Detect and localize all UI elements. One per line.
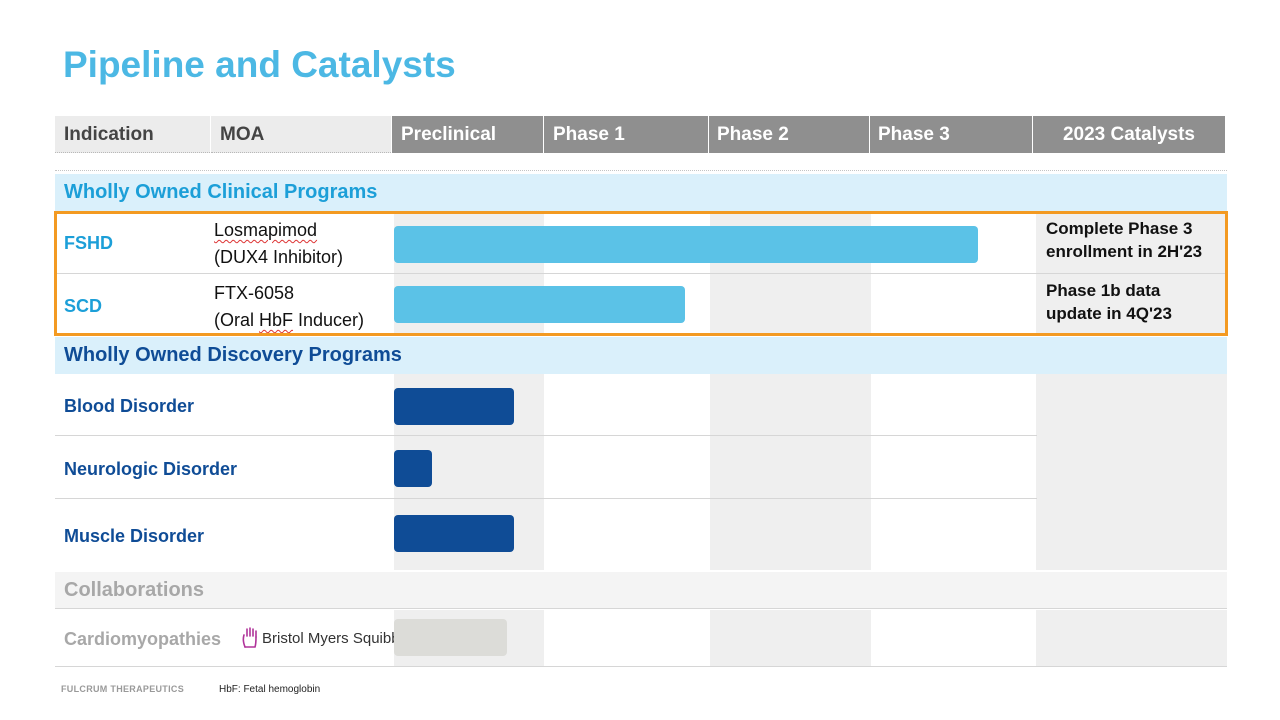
row-separator bbox=[55, 498, 1037, 499]
row-separator bbox=[55, 608, 1227, 609]
moa-losmapimod: Losmapimod (DUX4 Inhibitor) bbox=[214, 217, 343, 271]
header-phase-1: Phase 1 bbox=[553, 124, 625, 145]
indication-scd: SCD bbox=[64, 296, 103, 316]
moa-fshd-name: Losmapimod bbox=[214, 220, 318, 240]
section-collaborations: Collaborations bbox=[55, 572, 1227, 609]
catalyst-fshd-line1: Complete Phase 3 bbox=[1046, 219, 1193, 238]
header-phase3-cell: Phase 3 bbox=[870, 116, 1032, 153]
section-discovery-programs: Wholly Owned Discovery Programs bbox=[55, 337, 1227, 374]
indication-cardiomyopathies: Cardiomyopathies bbox=[64, 629, 222, 649]
header-catalysts: 2023 Catalysts bbox=[1062, 124, 1196, 145]
bar-cardiomyopathies bbox=[394, 619, 507, 656]
catalyst-scd-line1: Phase 1b data bbox=[1046, 281, 1161, 300]
header-indication-cell: Indication bbox=[55, 116, 210, 153]
phase2-column-shade-collab bbox=[710, 610, 871, 666]
indication-fshd: FSHD bbox=[64, 233, 113, 253]
header-catalysts-cell: 2023 Catalysts bbox=[1033, 116, 1225, 153]
indication-muscle-disorder: Muscle Disorder bbox=[64, 526, 205, 546]
row-separator bbox=[55, 435, 1037, 436]
header-phase1-cell: Phase 1 bbox=[544, 116, 708, 153]
moa-scd-name: FTX-6058 bbox=[214, 283, 295, 303]
header-preclinical-cell: Preclinical bbox=[392, 116, 543, 153]
header-moa: MOA bbox=[220, 124, 265, 145]
bar-scd bbox=[394, 286, 686, 323]
header-indication: Indication bbox=[64, 124, 154, 145]
catalyst-scd: Phase 1b data update in 4Q'23 bbox=[1046, 279, 1172, 325]
header-phase-2: Phase 2 bbox=[717, 124, 789, 145]
catalyst-scd-line2: update in 4Q'23 bbox=[1046, 304, 1172, 323]
catalysts-column-shade-collab bbox=[1036, 610, 1227, 666]
bar-neurologic-disorder bbox=[394, 450, 432, 487]
footer-company: FULCRUM THERAPEUTICS bbox=[61, 684, 184, 694]
indication-neurologic-disorder: Neurologic Disorder bbox=[64, 459, 238, 479]
header-preclinical: Preclinical bbox=[401, 124, 497, 145]
header-divider bbox=[55, 170, 1227, 171]
bar-muscle-disorder bbox=[394, 515, 514, 552]
row-separator bbox=[55, 666, 1227, 667]
bar-blood-disorder bbox=[394, 388, 514, 425]
bar-fshd bbox=[394, 226, 979, 263]
footer-note: HbF: Fetal hemoglobin bbox=[219, 684, 321, 695]
clinical-programs-highlight bbox=[54, 211, 1228, 336]
phase2-column-shade-discovery bbox=[710, 374, 871, 570]
partner-logo: Bristol Myers Squibb bbox=[242, 627, 400, 649]
moa-fshd-mechanism: (DUX4 Inhibitor) bbox=[214, 247, 344, 267]
header-phase2-cell: Phase 2 bbox=[709, 116, 869, 153]
catalysts-column-shade-discovery bbox=[1036, 374, 1227, 570]
row-separator bbox=[55, 273, 1227, 274]
section-clinical-programs: Wholly Owned Clinical Programs bbox=[55, 174, 1227, 211]
partner-name: Bristol Myers Squibb bbox=[262, 629, 400, 647]
indication-blood-disorder: Blood Disorder bbox=[64, 396, 195, 416]
catalyst-fshd-line2: enrollment in 2H'23 bbox=[1046, 242, 1203, 261]
page-title: Pipeline and Catalysts bbox=[63, 44, 456, 85]
header-phase-3: Phase 3 bbox=[878, 124, 950, 145]
catalyst-fshd: Complete Phase 3 enrollment in 2H'23 bbox=[1046, 217, 1202, 263]
bms-hand-logo-icon bbox=[242, 627, 257, 648]
moa-ftx-6058: FTX-6058 (Oral HbF Inducer) bbox=[214, 280, 364, 334]
header-moa-cell: MOA bbox=[211, 116, 391, 153]
